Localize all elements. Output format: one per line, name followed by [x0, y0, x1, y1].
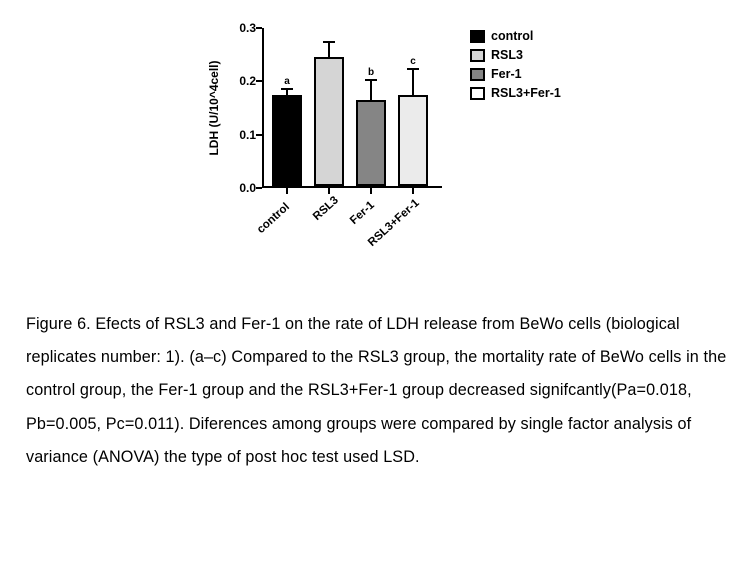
error-stem: [328, 42, 330, 57]
y-tick: [256, 187, 262, 189]
legend-label: Fer-1: [491, 67, 522, 81]
y-tick-label: 0.1: [239, 128, 256, 142]
x-tick: [286, 188, 288, 194]
legend-item: Fer-1: [470, 66, 561, 82]
legend-item: RSL3+Fer-1: [470, 85, 561, 101]
legend-swatch: [470, 87, 485, 100]
legend-swatch: [470, 68, 485, 81]
error-cap: [365, 79, 377, 81]
legend-label: RSL3+Fer-1: [491, 86, 561, 100]
legend: control RSL3 Fer-1 RSL3+Fer-1: [470, 28, 561, 104]
y-tick-label: 0.0: [239, 181, 256, 195]
x-axis-label: RSL3: [311, 194, 341, 223]
error-cap: [407, 68, 419, 70]
legend-item: control: [470, 28, 561, 44]
legend-swatch: [470, 49, 485, 62]
error-stem: [370, 80, 372, 100]
error-cap: [281, 88, 293, 90]
chart-area: LDH (U/10^4cell) 0.0 0.1 0.2 0.3 a b c contro…: [200, 18, 630, 278]
bar-fer-1: [356, 100, 386, 186]
significance-label: c: [410, 56, 416, 67]
y-tick: [256, 27, 262, 29]
y-tick: [256, 80, 262, 82]
significance-label: a: [284, 76, 290, 87]
legend-label: control: [491, 29, 533, 43]
x-tick: [328, 188, 330, 194]
y-tick-label: 0.3: [239, 21, 256, 35]
plot-region: LDH (U/10^4cell) 0.00.10.20.3 abc contro…: [262, 28, 442, 188]
legend-label: RSL3: [491, 48, 523, 62]
bar-rsl3: [314, 57, 344, 186]
x-tick: [412, 188, 414, 194]
legend-item: RSL3: [470, 47, 561, 63]
x-axis-label: control: [255, 201, 292, 236]
figure-caption: Figure 6. Efects of RSL3 and Fer-1 on th…: [26, 308, 730, 474]
bar-control: [272, 95, 302, 186]
legend-swatch: [470, 30, 485, 43]
x-tick: [370, 188, 372, 194]
y-axis-line: [262, 28, 264, 188]
x-axis-label: Fer-1: [348, 199, 377, 227]
error-stem: [412, 69, 414, 95]
error-cap: [323, 41, 335, 43]
y-axis-title: LDH (U/10^4cell): [207, 60, 221, 155]
significance-label: b: [368, 67, 374, 78]
y-tick-label: 0.2: [239, 74, 256, 88]
x-axis-line: [262, 186, 442, 188]
bar-rsl3-fer-1: [398, 95, 428, 186]
y-tick: [256, 134, 262, 136]
